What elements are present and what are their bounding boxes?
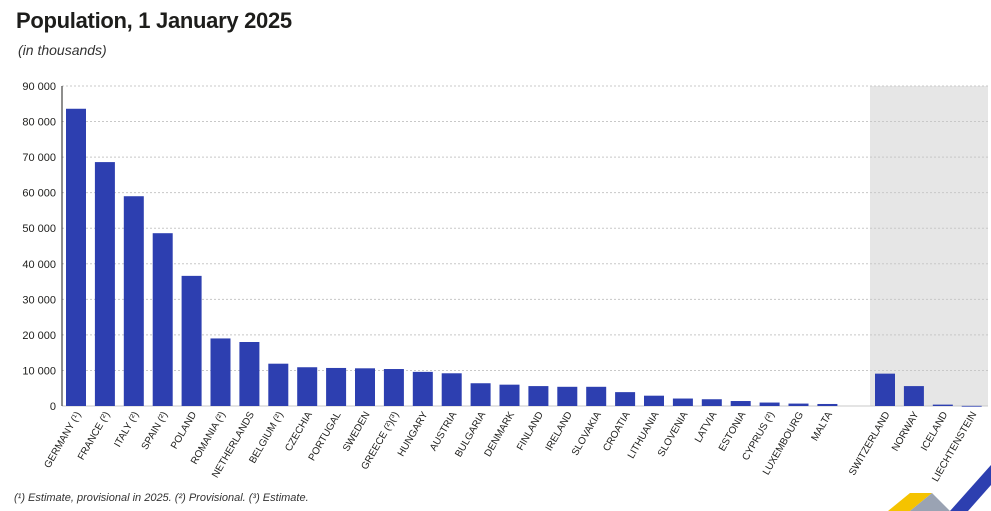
x-tick-label: FINLAND [515, 410, 546, 453]
bar [961, 405, 982, 407]
bar [239, 342, 260, 406]
bar [152, 233, 173, 406]
x-tick-label: HUNGARY [396, 410, 431, 459]
x-tick-label: IRELAND [544, 410, 575, 453]
bars [66, 108, 982, 407]
bar [528, 386, 549, 406]
footnote: (¹) Estimate, provisional in 2025. (²) P… [14, 492, 309, 504]
bar [383, 369, 404, 406]
bar [355, 368, 375, 406]
x-tick-label: CZECHIA [283, 410, 315, 454]
chart-background [870, 86, 988, 406]
y-tick-label: 20 000 [22, 330, 56, 342]
chart-title: Population, 1 January 2025 [16, 8, 292, 33]
bar [788, 403, 809, 406]
x-tick-label: SPAIN (²) [140, 410, 171, 452]
x-tick-label: GERMANY (¹) [42, 410, 83, 470]
y-tick-label: 30 000 [22, 294, 56, 306]
y-tick-label: 70 000 [22, 152, 56, 164]
x-tick-label: ESTONIA [717, 410, 749, 454]
y-tick-label: 90 000 [22, 81, 56, 93]
bar [759, 402, 780, 406]
bar [701, 399, 722, 406]
bar [932, 404, 953, 406]
x-tick-label: CROATIA [601, 410, 633, 454]
bar [470, 383, 491, 406]
x-tick-label: SLOVAKIA [570, 410, 604, 458]
x-tick-label: ITALY (²) [112, 410, 141, 449]
bar [326, 367, 347, 406]
chart-subtitle: (in thousands) [18, 42, 107, 58]
y-tick-label: 0 [50, 401, 56, 413]
logo-blue-shape [950, 465, 991, 511]
bar [297, 367, 318, 406]
x-axis-labels: GERMANY (¹)FRANCE (²) ITALY (²)SPAIN (²)P… [42, 410, 979, 484]
bar [875, 373, 895, 406]
bar [817, 403, 838, 406]
bar [441, 373, 462, 406]
bar [557, 386, 578, 406]
x-tick-label: LATVIA [693, 410, 720, 445]
x-tick-label: MALTA [810, 410, 836, 443]
bar [615, 392, 636, 406]
bar [412, 371, 433, 406]
bar-chart: 0 10 000 20 000 30 000 40 000 50 000 60 000 70 … [22, 81, 988, 484]
bar [644, 395, 664, 406]
bar [499, 384, 520, 406]
bar [903, 386, 924, 406]
bar [586, 386, 607, 406]
y-tick-label: 10 000 [22, 365, 56, 377]
logo-grey-shape [910, 493, 950, 511]
x-tick-label: ICELAND [919, 410, 950, 453]
x-tick-label: SWEDEN [341, 410, 372, 454]
y-tick-label: 80 000 [22, 117, 56, 129]
bar [268, 363, 289, 406]
x-tick-label: AUSTRIA [428, 410, 459, 453]
bar [66, 108, 86, 406]
bar [210, 338, 231, 406]
bar [181, 275, 202, 406]
logo-yellow-shape [888, 493, 932, 511]
bar [672, 398, 693, 406]
eurostat-logo-icon [888, 465, 991, 511]
y-tick-label: 40 000 [22, 259, 56, 271]
x-tick-label: SLOVENIA [656, 410, 691, 459]
y-axis-ticks: 0 10 000 20 000 30 000 40 000 50 000 60 000 70 … [22, 81, 56, 413]
x-tick-label: DENMARK [483, 410, 518, 459]
y-tick-label: 60 000 [22, 188, 56, 200]
x-tick-label: POLAND [169, 410, 199, 451]
x-tick-label: NORWAY [890, 410, 922, 454]
non-eu-shaded-region [870, 86, 988, 406]
y-tick-label: 50 000 [22, 223, 56, 235]
bar [123, 196, 144, 406]
bar [94, 162, 115, 406]
bar [730, 401, 751, 406]
